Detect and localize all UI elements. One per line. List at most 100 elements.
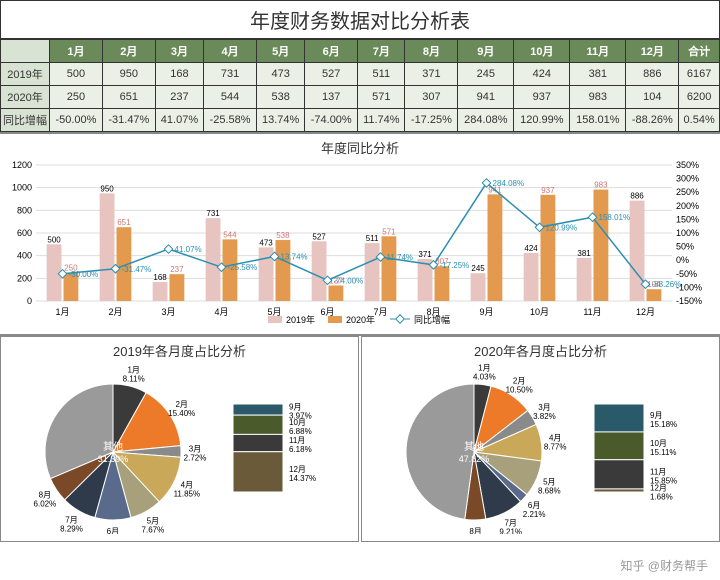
svg-text:150%: 150% [676,214,699,224]
svg-text:100%: 100% [676,228,699,238]
svg-text:8月4.95%: 8月4.95% [464,527,487,534]
svg-text:5月8.68%: 5月8.68% [538,477,561,495]
svg-text:31.39%: 31.39% [98,454,129,464]
pie-2019-title: 2019年各月度占比分析 [3,341,356,360]
svg-text:284.08%: 284.08% [493,179,525,188]
svg-text:1月: 1月 [55,307,69,317]
svg-text:800: 800 [17,205,32,215]
svg-text:381: 381 [577,249,591,258]
svg-text:7月8.29%: 7月8.29% [60,516,83,534]
svg-text:12月1.68%: 12月1.68% [650,483,673,501]
svg-text:0: 0 [27,296,32,306]
svg-text:983: 983 [594,181,608,190]
svg-text:1200: 1200 [12,160,32,170]
svg-text:600: 600 [17,228,32,238]
svg-text:2019年: 2019年 [286,314,315,325]
svg-text:8月6.02%: 8月6.02% [34,491,57,509]
svg-text:5月: 5月 [267,307,281,317]
svg-text:1月4.03%: 1月4.03% [473,364,496,382]
svg-text:9月15.18%: 9月15.18% [650,411,677,429]
svg-text:200: 200 [17,273,32,283]
svg-text:11月: 11月 [583,307,601,317]
svg-text:10月15.11%: 10月15.11% [650,439,677,457]
svg-text:12月14.37%: 12月14.37% [289,465,316,483]
pie-2019-chart: 1月8.11% 2月15.40% 3月2.72% 4月11.85% 5月7.67% 6月8… [3,364,353,534]
svg-text:6月2.21%: 6月2.21% [523,501,546,519]
svg-text:571: 571 [382,227,396,236]
svg-text:3月: 3月 [161,307,175,317]
svg-text:2月15.40%: 2月15.40% [168,400,195,418]
svg-text:41.07%: 41.07% [175,245,202,254]
svg-text:950: 950 [100,184,114,193]
svg-text:245: 245 [471,264,485,273]
pie-row: 2019年各月度占比分析 1月8.11% 2月15.40% 3月2.72% 4月11.… [0,336,720,542]
svg-text:2月10.50%: 2月10.50% [506,377,533,395]
svg-text:6月8.55%: 6月8.55% [102,527,125,534]
svg-text:937: 937 [541,186,555,195]
pie-2020-chart: 1月4.03% 2月10.50%3月3.82% 4月8.77% 5月8.68% 6月2.… [364,364,714,534]
svg-text:13.74%: 13.74% [281,252,308,261]
svg-text:168: 168 [153,273,167,282]
svg-text:-50%: -50% [676,269,697,279]
svg-text:651: 651 [117,218,131,227]
svg-text:538: 538 [276,231,290,240]
svg-text:-31.47%: -31.47% [122,265,152,274]
svg-text:其他: 其他 [464,440,484,453]
svg-text:-74.00%: -74.00% [334,276,364,285]
bar-chart-section: 年度同比分析 020040060080010001200-150%-100%-5… [0,132,720,336]
svg-text:511: 511 [366,234,379,243]
svg-text:50%: 50% [676,242,694,252]
svg-text:4月8.77%: 4月8.77% [544,433,567,451]
pie-2020-panel: 2020年各月度占比分析 1月4.03% 2月10.50%3月3.82% 4月8.7… [361,336,720,542]
svg-text:350%: 350% [676,160,699,170]
svg-text:11.74%: 11.74% [387,253,414,262]
pie-2019-panel: 2019年各月度占比分析 1月8.11% 2月15.40% 3月2.72% 4月11.… [0,336,359,542]
svg-text:500: 500 [47,235,61,244]
svg-text:-17.25%: -17.25% [440,261,470,270]
svg-text:237: 237 [170,265,184,274]
svg-text:424: 424 [524,244,538,253]
svg-text:886: 886 [630,192,644,201]
pie-2020-title: 2020年各月度占比分析 [364,341,717,360]
svg-text:473: 473 [259,238,273,247]
svg-text:-25.58%: -25.58% [228,263,258,272]
svg-text:5月7.67%: 5月7.67% [142,517,165,534]
svg-text:200%: 200% [676,201,699,211]
svg-text:同比增幅: 同比增幅 [414,314,450,325]
svg-text:其他: 其他 [103,440,123,453]
svg-text:0%: 0% [676,255,689,265]
svg-text:3月3.82%: 3月3.82% [533,403,556,421]
svg-text:2020年: 2020年 [346,314,375,325]
watermark-text: 知乎 @财务帮手 [620,557,708,574]
page-title: 年度财务数据对比分析表 [0,0,720,39]
svg-text:527: 527 [312,232,326,241]
svg-text:4月11.85%: 4月11.85% [174,481,201,499]
svg-text:1月8.11%: 1月8.11% [123,366,145,384]
svg-text:731: 731 [206,209,220,218]
svg-text:3月2.72%: 3月2.72% [184,444,207,462]
svg-text:371: 371 [418,250,432,259]
svg-text:12月: 12月 [636,307,655,317]
data-table: 1月2月3月4月5月6月7月8月9月10月11月12月合计 2019年50095… [0,39,720,132]
svg-text:2月: 2月 [108,307,122,317]
svg-text:47.82%: 47.82% [459,454,490,464]
svg-text:-88.26%: -88.26% [652,280,682,289]
svg-text:9月: 9月 [479,307,493,317]
svg-text:6月: 6月 [320,307,334,317]
svg-text:7月: 7月 [373,307,387,317]
svg-text:158.01%: 158.01% [599,213,631,222]
bar-chart-title: 年度同比分析 [0,136,720,159]
svg-text:300%: 300% [676,174,699,184]
svg-text:400: 400 [17,251,32,261]
bar-chart: 020040060080010001200-150%-100%-50%0%50%… [0,159,716,329]
svg-text:-50.00%: -50.00% [69,270,99,279]
svg-text:1000: 1000 [12,183,32,193]
svg-text:7月9.21%: 7月9.21% [499,518,522,534]
svg-text:-150%: -150% [676,296,702,306]
svg-text:120.99%: 120.99% [546,223,578,232]
svg-text:250%: 250% [676,187,699,197]
svg-text:544: 544 [223,230,237,239]
svg-text:10月: 10月 [530,307,549,317]
svg-text:4月: 4月 [214,307,228,317]
svg-text:11月6.18%: 11月6.18% [289,436,312,454]
